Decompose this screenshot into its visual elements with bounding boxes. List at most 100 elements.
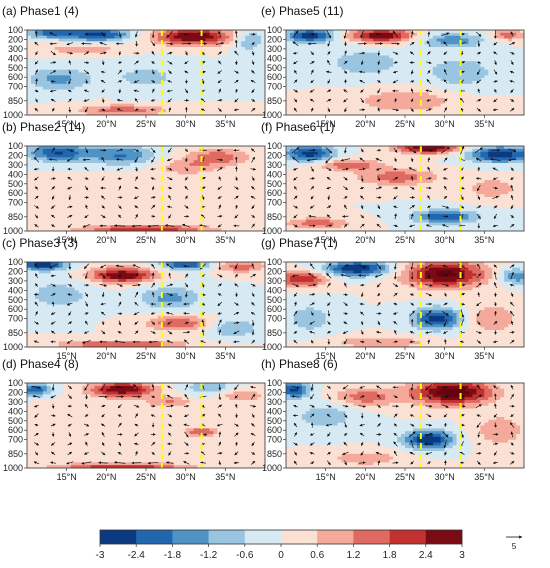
field-cell (261, 146, 266, 150)
field-cell (110, 49, 115, 54)
wind-vector (48, 158, 58, 161)
field-cell (153, 95, 159, 99)
wind-vector (134, 205, 139, 209)
field-cell (78, 182, 83, 187)
field-cell (122, 103, 127, 107)
field-cell (106, 81, 111, 85)
field-cell (98, 86, 103, 90)
wind-vector (83, 69, 90, 75)
field-cell (181, 174, 187, 178)
field-cell (86, 290, 91, 294)
field-cell (122, 92, 127, 96)
field-cell (34, 168, 40, 172)
field-cell (157, 69, 163, 73)
field-cell (54, 106, 60, 110)
field-cell (173, 160, 179, 164)
field-cell (42, 199, 48, 204)
field-cell (157, 61, 163, 65)
field-cell (78, 112, 83, 116)
field-cell (62, 98, 68, 102)
field-cell (153, 44, 159, 48)
field-cell (197, 214, 202, 218)
field-cell (78, 163, 83, 167)
field-cell (138, 324, 143, 328)
field-cell (161, 264, 167, 269)
field-cell (86, 30, 91, 34)
field-cell (229, 32, 234, 37)
field-cell (30, 225, 36, 229)
field-cell (106, 177, 111, 181)
field-cell (110, 75, 115, 79)
field-cell (27, 211, 32, 215)
field-cell (217, 157, 222, 161)
field-cell (165, 273, 171, 277)
field-cell (138, 222, 143, 226)
field-cell (253, 208, 258, 212)
field-cell (90, 267, 95, 271)
field-cell (245, 163, 250, 167)
field-cell (34, 208, 40, 212)
field-cell (221, 197, 226, 201)
field-cell (70, 89, 75, 93)
field-cell (142, 30, 147, 34)
field-cell (142, 321, 147, 325)
field-cell (165, 296, 171, 300)
field-cell (161, 318, 167, 322)
field-cell (241, 148, 246, 153)
field-cell (134, 146, 139, 150)
wind-vector (68, 69, 72, 75)
field-cell (54, 109, 60, 113)
field-cell (253, 222, 258, 226)
field-cell (90, 78, 95, 82)
field-cell (245, 208, 250, 212)
field-cell (185, 69, 191, 73)
field-cell (94, 103, 99, 107)
field-cell (134, 47, 139, 51)
field-cell (98, 32, 103, 37)
field-cell (90, 298, 95, 303)
field-cell (257, 49, 262, 54)
field-cell (233, 211, 238, 215)
field-cell (70, 315, 75, 320)
field-cell (114, 284, 119, 288)
field-cell (213, 95, 218, 99)
field-cell (130, 211, 135, 215)
field-cell (82, 315, 87, 320)
field-cell (118, 165, 123, 170)
field-cell (82, 228, 87, 232)
field-cell (142, 298, 147, 303)
field-cell (94, 41, 99, 45)
field-cell (193, 222, 198, 226)
wind-vector (51, 195, 55, 200)
field-cell (241, 30, 246, 34)
field-cell (157, 191, 163, 195)
field-cell (197, 208, 202, 212)
field-cell (261, 55, 266, 59)
field-cell (205, 52, 210, 56)
field-cell (241, 219, 246, 223)
field-cell (138, 180, 143, 184)
field-cell (142, 338, 147, 342)
field-cell (102, 78, 107, 82)
field-cell (102, 177, 107, 181)
field-cell (201, 191, 206, 195)
field-cell (153, 211, 159, 215)
field-cell (110, 287, 115, 291)
field-cell (58, 307, 64, 311)
field-cell (197, 216, 202, 221)
field-cell (122, 211, 127, 215)
field-cell (114, 81, 119, 85)
field-cell (78, 281, 83, 286)
wind-vector (117, 69, 122, 75)
field-cell (58, 330, 64, 334)
field-cell (157, 157, 163, 161)
field-cell (58, 313, 64, 317)
field-cell (161, 270, 167, 274)
field-cell (74, 44, 79, 48)
field-cell (114, 330, 119, 334)
panel-title: (a) Phase1 (4) (2, 4, 79, 18)
field-cell (62, 109, 68, 113)
field-cell (130, 66, 135, 71)
field-cell (209, 64, 214, 68)
field-cell (42, 98, 48, 102)
